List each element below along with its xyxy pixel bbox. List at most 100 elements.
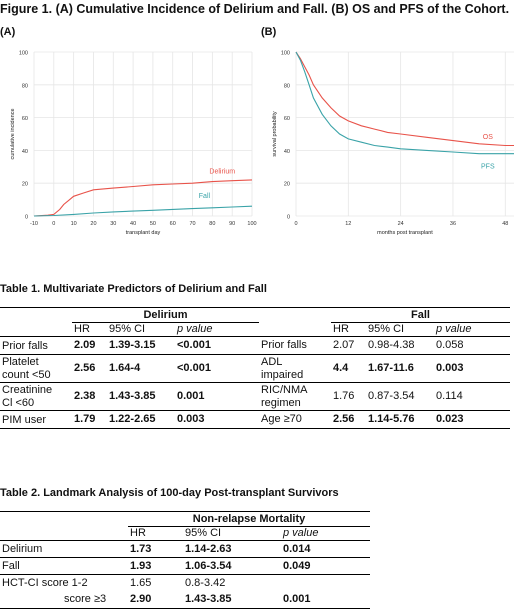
p-value: 0.003	[436, 362, 464, 374]
table1-col-ci-fall: 95% CI	[368, 323, 405, 335]
row-label: Creatinine Cl <60	[0, 383, 72, 411]
x-tick-label: 10	[71, 221, 77, 227]
x-tick-label: 36	[450, 221, 456, 227]
hr-value: 2.90	[130, 593, 152, 606]
table-row: Prior falls 2.09 1.39-3.15 <0.001 Prior fall…	[0, 337, 510, 355]
y-tick-label: 60	[284, 116, 290, 122]
hr-value: 1.76	[333, 390, 355, 402]
table1-col-hr: HR	[74, 323, 90, 335]
plot-area	[34, 52, 252, 216]
row-label: Age ≥70	[259, 411, 331, 429]
ci-value: 1.14-5.76	[368, 413, 415, 425]
table-row: Creatinine Cl <60 2.38 1.43-3.85 0.001 RIC/NM…	[0, 383, 510, 411]
ci-value: 1.06-3.54	[185, 559, 232, 572]
y-tick-label: 40	[284, 149, 290, 155]
row-label: Delirium	[2, 542, 43, 555]
x-tick-label: 30	[110, 221, 116, 227]
x-tick-label: 0	[52, 221, 55, 227]
hr-value: 4.4	[333, 362, 349, 374]
table-row: Platelet count <50 2.56 1.64-4 <0.001 ADL impa…	[0, 355, 510, 383]
row-label-line: Creatinine	[2, 383, 53, 396]
y-axis-label: cumulative incidence	[10, 108, 16, 159]
y-tick-label: 20	[284, 182, 290, 188]
row-label-line: RIC/NMA	[261, 383, 308, 396]
y-tick-label: 0	[25, 215, 28, 221]
x-tick-label: 90	[229, 221, 235, 227]
ci-value: 0.8-3.42	[185, 576, 226, 589]
p-value: 0.001	[177, 390, 205, 402]
row-label-line: ADL	[261, 355, 283, 368]
table2-col-hr: HR	[130, 527, 146, 539]
x-axis-label: transplant day	[126, 230, 161, 236]
hr-value: 2.38	[74, 390, 96, 402]
table-row: PIM user 1.79 1.22-2.65 0.003 Age ≥70 2.56 1.1…	[0, 411, 510, 429]
row-label-line: impaired	[261, 368, 304, 381]
table-row: Delirium 1.73 1.14-2.63 0.014	[0, 541, 370, 558]
row-label-line: Prior falls	[2, 339, 48, 352]
row-label: Platelet count <50	[0, 355, 72, 383]
hr-value: 1.65	[130, 576, 152, 589]
y-tick-label: 80	[284, 83, 290, 89]
ci-value: 1.67-11.6	[368, 362, 414, 374]
series-label-pfs: PFS	[481, 163, 495, 170]
series-line-fall	[33, 205, 253, 217]
p-value: 0.003	[177, 413, 205, 425]
x-tick-label: 50	[150, 221, 156, 227]
x-tick-label: 70	[189, 221, 195, 227]
table-row: HCT-CI score 1-2 1.65 0.8-3.42	[0, 575, 370, 592]
table2: Non-relapse Mortality HR 95% CI p value …	[0, 511, 370, 609]
y-tick-label: 100	[281, 51, 290, 57]
chart-survival-probability: 0 20 40 60 80 100 0 12 24 36 48 months post transpl…	[272, 51, 514, 236]
x-tick-label: 12	[345, 221, 351, 227]
x-tick-label: 48	[502, 221, 508, 227]
row-label: PIM user	[0, 411, 72, 429]
row-label-line: regimen	[261, 396, 301, 409]
p-value: 0.049	[283, 559, 311, 572]
ci-value: 1.43-3.85	[185, 593, 232, 606]
row-label: RIC/NMA regimen	[259, 383, 331, 411]
row-label: score ≥3	[64, 593, 107, 606]
p-value: 0.114	[436, 390, 463, 402]
row-label: Prior falls	[0, 337, 72, 355]
y-tick-label: 80	[22, 83, 28, 89]
table1-delirium-header: Delirium	[72, 307, 259, 323]
table2-group-header: Non-relapse Mortality	[128, 511, 370, 527]
panel-b-label: (B)	[261, 26, 277, 38]
table1: Delirium Fall HR 95% CI p value HR 95% C…	[0, 307, 510, 429]
table1-col-ci: 95% CI	[109, 323, 146, 335]
p-value: 0.058	[436, 339, 464, 351]
table-row: score ≥3 2.90 1.43-3.85 0.001	[0, 592, 370, 609]
series-line-os	[295, 51, 514, 147]
row-label-line: Cl <60	[2, 396, 35, 409]
y-tick-label: 40	[22, 149, 28, 155]
y-tick-label: 0	[287, 215, 290, 221]
y-axis-label: survival probability	[272, 111, 278, 156]
x-tick-label: 20	[90, 221, 96, 227]
x-tick-label: 60	[170, 221, 176, 227]
hr-value: 1.79	[74, 413, 96, 425]
y-tick-label: 60	[22, 116, 28, 122]
ci-value: 1.14-2.63	[185, 542, 232, 555]
table1-col-p-fall: p value	[436, 323, 472, 335]
y-tick-label: 100	[19, 51, 28, 57]
p-value: 0.014	[283, 542, 311, 555]
table2-col-p: p value	[283, 527, 319, 539]
table2-col-ci: 95% CI	[185, 527, 222, 539]
p-value: <0.001	[177, 362, 211, 374]
series-line-delirium	[33, 179, 253, 217]
ci-value: 1.39-3.15	[109, 339, 156, 351]
series-label-fall: Fall	[199, 193, 211, 200]
table2-title: Table 2. Landmark Analysis of 100-day Po…	[0, 487, 339, 499]
x-tick-label: 0	[294, 221, 297, 227]
table1-col-hr-fall: HR	[333, 323, 349, 335]
row-label: HCT-CI score 1-2	[2, 576, 88, 589]
x-tick-label: 100	[247, 221, 256, 227]
p-value: 0.001	[283, 593, 311, 606]
table1-col-p: p value	[177, 323, 213, 335]
row-label-line: Platelet	[2, 355, 39, 368]
x-tick-label: 80	[209, 221, 215, 227]
hr-value: 2.07	[333, 339, 355, 351]
series-line-pfs	[295, 51, 514, 155]
row-label: Fall	[2, 559, 20, 572]
row-label-line: count <50	[2, 368, 51, 381]
